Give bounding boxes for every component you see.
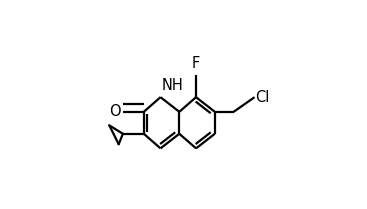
Text: NH: NH [161,78,183,93]
Text: O: O [109,104,121,119]
Text: Cl: Cl [255,90,270,105]
Text: F: F [192,56,200,71]
